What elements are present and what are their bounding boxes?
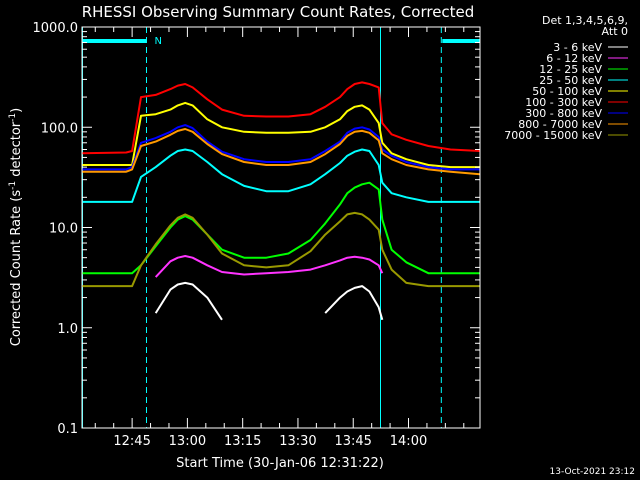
legend-label-7: 800 - 7000 keV [518,118,602,131]
x-tick-label-5: 14:00 [390,434,427,449]
series-line-6-seg-0 [82,124,480,171]
series-line-5-seg-0 [81,81,481,155]
x-tick-label-4: 13:45 [334,434,371,449]
plot-area: N [81,27,481,428]
series-line-7-seg-0 [82,128,481,176]
legend-label-4: 50 - 100 keV [532,85,602,98]
x-tick-label-1: 13:00 [169,434,206,449]
night-marker-label: N [154,36,161,47]
y-axis-label-main: Corrected Count Rate (s [9,190,24,347]
y-axis-label-sup2: -1 [8,113,18,122]
legend-label-1: 6 - 12 keV [546,52,602,65]
legend-header-1: Att 0 [602,25,628,38]
y-axis-label: Corrected Count Rate (s-1 detector-1) [8,108,24,346]
footer-timestamp: 13-Oct-2021 23:12 [550,467,635,477]
series-line-0-seg-0 [154,281,223,321]
legend-label-3: 25 - 50 keV [539,74,602,87]
series-line-4-seg-0 [82,101,480,169]
y-axis-label-end: ) [9,108,24,113]
series-line-8-seg-0 [82,211,480,288]
series-line-0-seg-1 [324,285,384,321]
legend-label-2: 12 - 25 keV [539,63,602,76]
x-tick-label-0: 12:45 [113,434,150,449]
legend-label-6: 300 - 800 keV [525,107,602,120]
y-axis-label-sup1: -1 [8,181,18,190]
y-tick-label-4: 0.1 [57,422,78,437]
y-axis-label-mid: detector [9,121,24,181]
y-tick-label-0: 1000.0 [33,21,79,36]
x-axis: 12:45 13:00 13:15 13:30 13:45 14:00 [94,27,465,449]
x-tick-label-2: 13:15 [224,434,261,449]
y-tick-label-2: 10.0 [49,222,78,237]
y-axis: 1000.0 100.0 10.0 1.0 0.1 [33,21,480,437]
series-line-2-seg-0 [82,181,480,275]
chart-title: RHESSI Observing Summary Count Rates, Co… [82,3,475,21]
series-line-1-seg-0 [154,255,384,278]
y-tick-label-1: 100.0 [41,121,78,136]
legend-label-0: 3 - 6 keV [553,41,602,54]
x-axis-label: Start Time (30-Jan-06 12:31:22) [176,456,384,471]
legend-label-8: 7000 - 15000 keV [504,129,602,142]
legend-header-0: Det 1,3,4,5,6,9, [542,14,628,27]
y-tick-label-3: 1.0 [57,322,78,337]
x-tick-label-3: 13:30 [279,434,316,449]
legend-label-5: 100 - 300 keV [525,96,602,109]
series-line-3-seg-0 [82,148,480,203]
